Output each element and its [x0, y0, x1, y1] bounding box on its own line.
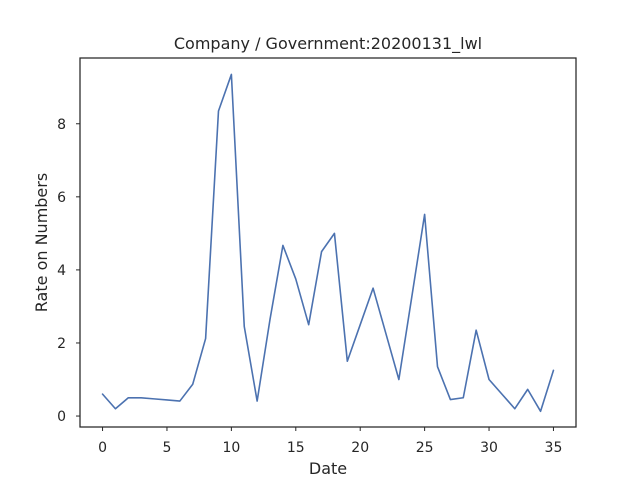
x-tick-label: 35	[545, 440, 563, 456]
x-tick-label: 15	[287, 440, 305, 456]
x-axis-label: Date	[309, 459, 347, 478]
y-tick-label: 6	[57, 190, 66, 206]
y-tick-label: 8	[57, 117, 66, 133]
series-layer	[101, 73, 555, 413]
x-tick-label: 5	[163, 440, 172, 456]
x-tick-label: 0	[98, 440, 107, 456]
x-tick-label: 25	[416, 440, 434, 456]
x-tick-label: 20	[351, 440, 369, 456]
series-line-0	[101, 73, 555, 413]
y-axis-label: Rate on Numbers	[32, 173, 51, 312]
y-tick-label: 2	[57, 336, 66, 352]
y-tick-label: 4	[57, 263, 66, 279]
x-axis-ticks: 0 5 10 15 20 25 30 35	[98, 427, 562, 456]
y-axis-ticks: 0 2 4 6 8	[57, 117, 80, 425]
y-tick-label: 0	[57, 409, 66, 425]
chart-title: Company / Government:20200131_lwl	[174, 34, 482, 54]
plot-frame	[79, 57, 577, 428]
x-tick-label: 30	[480, 440, 498, 456]
x-tick-label: 10	[222, 440, 240, 456]
